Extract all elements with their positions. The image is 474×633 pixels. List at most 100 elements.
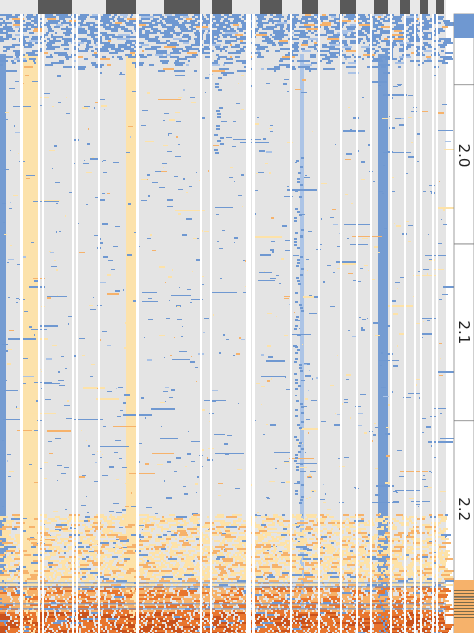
heatmap-cell xyxy=(308,390,309,391)
heatmap-cell xyxy=(162,518,172,520)
heatmap-cell xyxy=(202,30,205,32)
heatmap-cell xyxy=(364,620,374,622)
heatmap-cell xyxy=(423,604,431,606)
heatmap-cell xyxy=(64,552,66,554)
heatmap-cell xyxy=(396,225,401,227)
heatmap-cell xyxy=(162,592,173,594)
heatmap-cell xyxy=(244,568,247,570)
heatmap-cell xyxy=(305,20,318,22)
heatmap-cell xyxy=(34,536,37,538)
heatmap-cell xyxy=(284,335,288,336)
heatmap-cell xyxy=(301,310,304,312)
heatmap-cell xyxy=(131,32,133,34)
heatmap-cell xyxy=(30,574,38,576)
heatmap-cell xyxy=(176,552,183,554)
heatmap-cell xyxy=(226,532,237,534)
heatmap-cell xyxy=(315,544,319,546)
heatmap-cell xyxy=(177,626,179,628)
heatmap-cell xyxy=(11,518,22,520)
heatmap-cell xyxy=(72,624,77,626)
heatmap-cell xyxy=(435,536,445,538)
heatmap-cell xyxy=(26,22,31,24)
heatmap-cell xyxy=(191,516,197,518)
heatmap-cell xyxy=(433,576,438,578)
heatmap-cell xyxy=(327,38,339,40)
heatmap-cell xyxy=(445,610,449,612)
heatmap-cell xyxy=(237,554,239,556)
heatmap-cell xyxy=(424,50,432,52)
heatmap-cell xyxy=(223,36,227,38)
heatmap-cell xyxy=(181,558,184,560)
heatmap-cell xyxy=(287,189,317,191)
heatmap-cell xyxy=(440,413,442,414)
heatmap-cell xyxy=(85,526,88,528)
heatmap-cell xyxy=(124,592,129,594)
heatmap-cell xyxy=(17,578,21,580)
heatmap-cell xyxy=(296,439,299,441)
heatmap-cell xyxy=(376,514,380,516)
heatmap-cell xyxy=(264,271,265,272)
heatmap-cell xyxy=(229,604,236,606)
heatmap-cell xyxy=(263,552,269,554)
heatmap-cell xyxy=(196,259,200,261)
heatmap-cell xyxy=(63,20,66,22)
heatmap-cell xyxy=(185,56,196,58)
heatmap-cell xyxy=(443,624,454,626)
heatmap-cell xyxy=(390,568,395,570)
heatmap-cell xyxy=(78,574,85,576)
heatmap-cell xyxy=(201,409,205,411)
heatmap-cell xyxy=(71,524,80,526)
heatmap-cell xyxy=(116,580,127,582)
heatmap-cell xyxy=(263,560,268,562)
heatmap-cell xyxy=(105,548,116,550)
heatmap-cell xyxy=(216,618,224,620)
heatmap-cell xyxy=(307,516,316,518)
heatmap-cell xyxy=(87,143,90,145)
heatmap-cell xyxy=(414,323,420,324)
heatmap-cell xyxy=(329,540,336,542)
heatmap-cell xyxy=(356,528,366,530)
heatmap-cell xyxy=(59,16,71,18)
heatmap-cell xyxy=(203,598,213,600)
heatmap-cell xyxy=(4,390,18,391)
heatmap-cell xyxy=(56,588,60,590)
heatmap-cell xyxy=(130,52,135,54)
heatmap-cell xyxy=(227,600,233,602)
heatmap-cell xyxy=(184,522,189,524)
heatmap-cell xyxy=(317,50,330,52)
heatmap-cell xyxy=(393,365,398,367)
heatmap-cell xyxy=(64,42,68,44)
heatmap-cell xyxy=(269,574,273,576)
heatmap-cell xyxy=(433,532,444,534)
heatmap-cell xyxy=(149,24,158,26)
heatmap-cell xyxy=(59,60,64,62)
heatmap-cell xyxy=(99,584,109,586)
heatmap-cell xyxy=(6,622,12,624)
heatmap-cell xyxy=(329,580,338,582)
heatmap-cell xyxy=(277,616,284,618)
heatmap-cell xyxy=(169,564,173,566)
heatmap-cell xyxy=(274,600,283,602)
heatmap-cell xyxy=(227,16,239,18)
heatmap-cell xyxy=(358,150,359,152)
heatmap-cell xyxy=(170,52,181,54)
heatmap-cell xyxy=(61,522,69,524)
heatmap-cell xyxy=(9,208,12,209)
heatmap-cell xyxy=(230,36,237,38)
heatmap-cell xyxy=(300,22,308,24)
heatmap-cell xyxy=(103,610,114,612)
heatmap-cell xyxy=(79,476,85,478)
heatmap-cell xyxy=(3,26,12,28)
heatmap-cell xyxy=(145,30,150,32)
heatmap-cell xyxy=(319,534,322,536)
heatmap-cell xyxy=(80,560,85,562)
heatmap-cell xyxy=(374,246,378,248)
heatmap-cell xyxy=(0,516,8,518)
heatmap-cell xyxy=(114,14,117,16)
heatmap-cell xyxy=(40,558,50,560)
heatmap-cell xyxy=(340,30,353,32)
heatmap-cell xyxy=(303,519,304,520)
heatmap-cell xyxy=(103,22,112,24)
heatmap-cell xyxy=(380,365,382,366)
heatmap-cell xyxy=(263,434,265,435)
